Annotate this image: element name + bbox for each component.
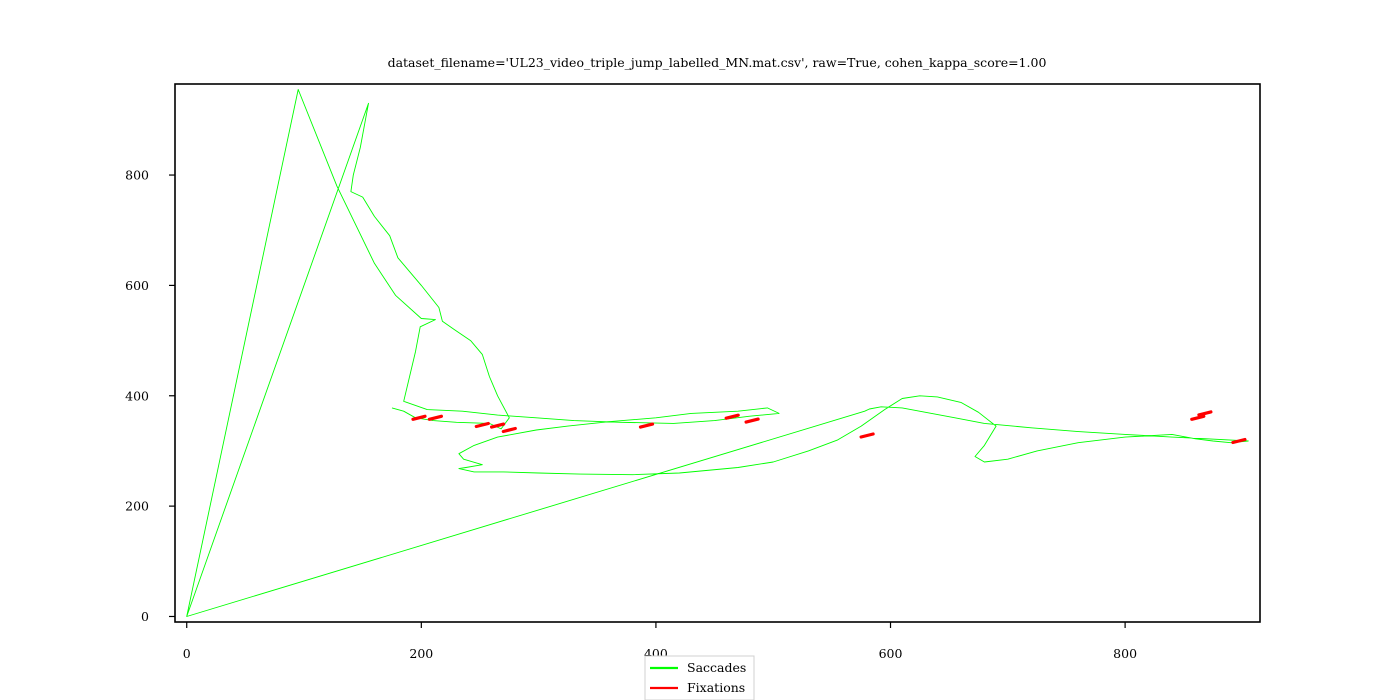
x-tick-label: 0 — [183, 646, 191, 661]
legend-label-saccades: Saccades — [687, 660, 746, 675]
fixation-mark — [474, 421, 490, 429]
fixation-mark — [724, 413, 740, 420]
series-line-saccades — [186, 89, 1249, 617]
legend: Saccades Fixations — [644, 655, 755, 700]
y-tick-label: 200 — [125, 499, 149, 514]
legend-frame — [644, 655, 755, 700]
fixation-mark — [427, 414, 443, 421]
y-tick-label: 400 — [125, 388, 149, 403]
y-tick-label: 800 — [125, 168, 149, 183]
x-tick-label: 800 — [1113, 646, 1137, 661]
x-tick-label: 600 — [879, 646, 903, 661]
fixation-mark — [1231, 437, 1247, 445]
fixation-mark — [490, 422, 506, 429]
fixation-mark — [859, 432, 875, 439]
legend-label-fixations: Fixations — [687, 680, 745, 695]
chart-title: dataset_filename='UL23_video_triple_jump… — [388, 55, 1047, 70]
plot-area — [186, 89, 1249, 617]
fixation-mark — [501, 426, 517, 434]
x-tick-label: 200 — [409, 646, 433, 661]
x-axis: 0 200 400 600 800 — [183, 622, 1137, 661]
y-tick-label: 0 — [141, 609, 149, 624]
fixation-mark — [744, 417, 760, 424]
y-axis: 0 200 400 600 800 — [125, 168, 175, 624]
fixation-mark — [411, 414, 427, 421]
y-tick-label: 600 — [125, 278, 149, 293]
fixation-mark — [1197, 410, 1213, 417]
fixation-mark — [638, 422, 655, 429]
plot-frame — [174, 83, 1261, 623]
fixation-mark — [1190, 414, 1206, 421]
